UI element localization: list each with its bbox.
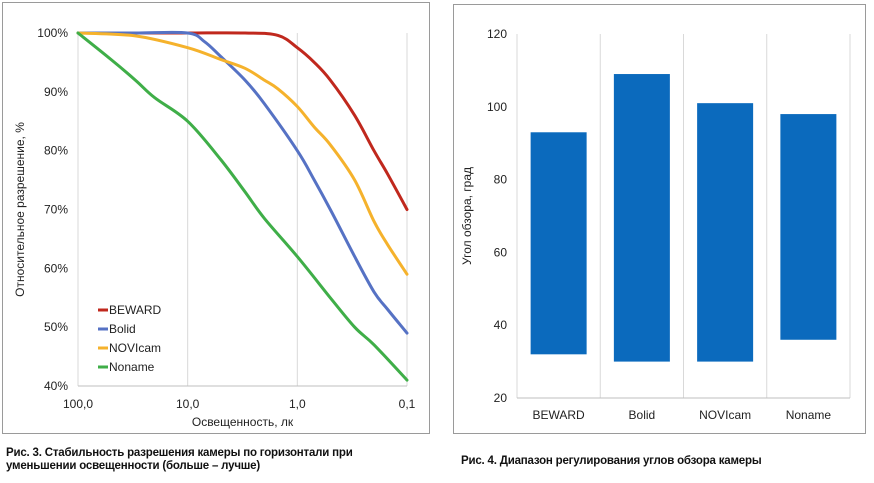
figure-4-caption: Рис. 4. Диапазон регулирования углов обз… [461, 455, 762, 467]
figure-3-caption: Рис. 3. Стабильность разрешения камеры п… [6, 447, 406, 473]
figure-3-caption-line-1: Рис. 3. Стабильность разрешения камеры п… [6, 447, 353, 459]
y-tick-label: 40% [44, 379, 68, 393]
x-tick-label: 1,0 [289, 397, 306, 411]
y-tick-label: 100 [487, 100, 507, 114]
series-line-bolid [76, 30, 409, 335]
x-tick-label: BEWARD [533, 408, 586, 422]
y-tick-label: 80 [494, 173, 508, 187]
y-axis-title: Относительное разрешение, % [13, 122, 27, 297]
y-axis-title: Угол обзора, град [460, 167, 474, 265]
legend-label-bolid: Bolid [109, 322, 136, 336]
y-tick-label: 90% [44, 85, 68, 99]
x-tick-label: NOVIcam [699, 408, 751, 422]
series-line-novicam [76, 31, 409, 276]
y-tick-label: 50% [44, 320, 68, 334]
figure-3-caption-line-2: уменьшении освещенности (больше – лучше) [6, 460, 261, 472]
legend-label-noname: Noname [109, 360, 155, 374]
chart-frame-resolution [2, 2, 430, 434]
x-tick-label: 10,0 [176, 397, 200, 411]
x-tick-label: 0,1 [399, 397, 416, 411]
y-tick-label: 70% [44, 203, 68, 217]
x-axis-title: Освещенность, лк [192, 415, 294, 429]
y-tick-label: 20 [494, 391, 508, 405]
y-tick-label: 60 [494, 245, 508, 259]
range-bar-noname [780, 114, 837, 340]
y-tick-label: 80% [44, 144, 68, 158]
x-tick-label: 100,0 [63, 397, 93, 411]
range-bar-beward [530, 132, 587, 355]
y-tick-label: 60% [44, 261, 68, 275]
x-tick-label: Bolid [629, 408, 656, 422]
legend-label-beward: BEWARD [109, 303, 162, 317]
legend-label-novicam: NOVIcam [109, 341, 161, 355]
y-tick-label: 120 [487, 27, 507, 41]
series-line-noname [76, 31, 409, 382]
range-bar-novicam [697, 103, 754, 362]
y-tick-label: 40 [494, 318, 508, 332]
range-bar-bolid [613, 74, 670, 362]
y-tick-label: 100% [37, 26, 68, 40]
x-tick-label: Noname [786, 408, 832, 422]
